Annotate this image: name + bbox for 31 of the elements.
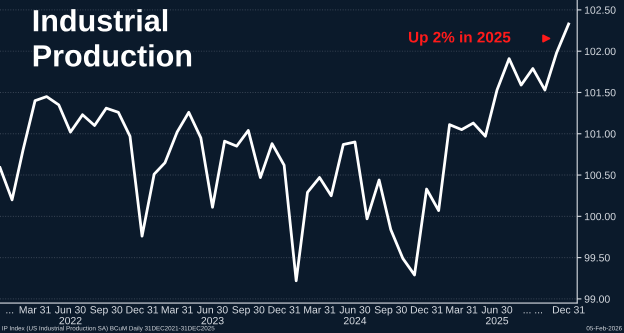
y-tick-label: 102.00 xyxy=(584,48,616,56)
x-tick-label: Mar 31 xyxy=(20,306,51,314)
x-tick-label: Jun 30 xyxy=(339,306,370,314)
y-tick-label: 99.00 xyxy=(584,295,610,303)
x-tick-label: Dec 31 xyxy=(410,306,443,314)
x-tick-label: Sep 30 xyxy=(90,306,122,316)
x-tick-label: Jun 30 xyxy=(197,306,228,314)
x2-tick-label: 2022 xyxy=(59,316,82,324)
text: Industrial Production xyxy=(34,9,192,67)
x-tick-label: Mar 31 xyxy=(304,306,336,314)
x2-tick-label: 2023 xyxy=(201,316,224,324)
x-tick-label: Jun 30 xyxy=(482,306,512,314)
x-tick-label: Mar 31 xyxy=(162,306,193,314)
x-tick-label: ... ... xyxy=(524,312,542,314)
x-tick-label: Sep 30 xyxy=(374,306,407,316)
x-tick-label: ... xyxy=(6,312,14,314)
y-tick-label: 99.50 xyxy=(584,254,610,262)
y-tick-label: 100.00 xyxy=(584,212,616,220)
x-tick-label: Dec 31 xyxy=(126,306,158,314)
y-tick-label: 100.50 xyxy=(584,172,616,179)
x-tick-label: Dec 31 xyxy=(552,306,585,314)
x2-tick-label: 2024 xyxy=(344,316,366,324)
y-tick-label: 102.50 xyxy=(584,6,616,14)
annotation: Up 2% in 2025 xyxy=(409,31,510,46)
x-tick-label: Dec 31 xyxy=(268,306,300,314)
y-tick-label: 101.00 xyxy=(584,130,616,138)
x2-tick-label: 2025 xyxy=(486,316,508,324)
y-tick-label: 101.50 xyxy=(584,88,616,96)
x-tick-label: Jun 30 xyxy=(54,306,86,314)
x-tick-label: Mar 31 xyxy=(446,306,478,314)
x-tick-label: Sep 30 xyxy=(232,306,264,316)
